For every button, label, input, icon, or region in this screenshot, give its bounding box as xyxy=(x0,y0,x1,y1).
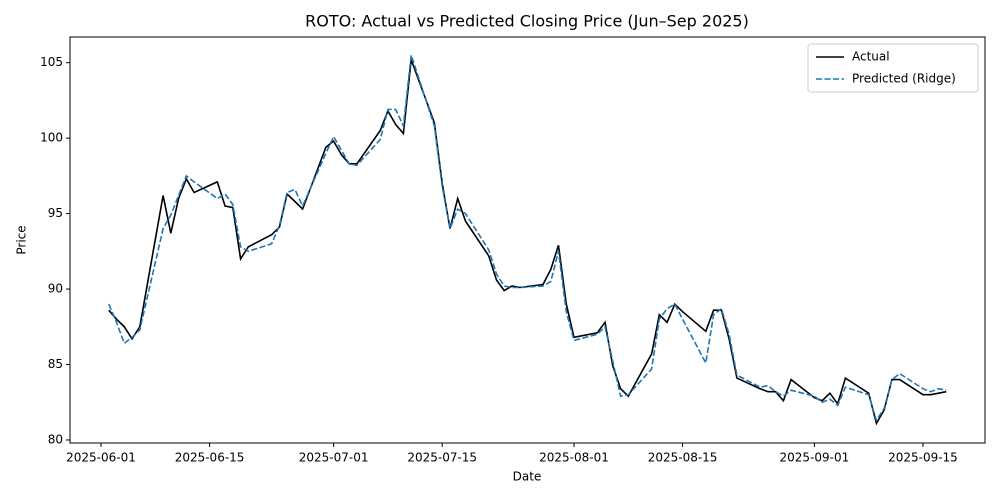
y-tick-label: 90 xyxy=(48,282,63,296)
x-tick-label: 2025-06-15 xyxy=(175,451,245,465)
y-axis-label: Price xyxy=(15,225,29,254)
legend-label: Predicted (Ridge) xyxy=(852,72,956,86)
series-line xyxy=(108,54,947,423)
plot-frame xyxy=(69,36,986,444)
x-tick-label: 2025-07-15 xyxy=(407,451,477,465)
legend-box xyxy=(807,43,979,93)
legend-label: Actual xyxy=(852,50,890,64)
y-tick-label: 100 xyxy=(40,131,63,145)
y-tick-label: 80 xyxy=(48,432,63,446)
x-tick-label: 2025-08-15 xyxy=(648,451,718,465)
x-tick-label: 2025-08-01 xyxy=(539,451,609,465)
series-line xyxy=(108,59,947,426)
chart-title: ROTO: Actual vs Predicted Closing Price … xyxy=(305,12,749,31)
x-tick-label: 2025-07-01 xyxy=(299,451,369,465)
y-tick-label: 95 xyxy=(48,206,63,220)
x-tick-label: 2025-06-01 xyxy=(66,451,136,465)
x-tick-label: 2025-09-01 xyxy=(780,451,850,465)
y-tick-label: 85 xyxy=(48,357,63,371)
x-axis-label: Date xyxy=(513,470,542,484)
y-tick-label: 105 xyxy=(40,55,63,69)
x-tick-label: 2025-09-15 xyxy=(888,451,958,465)
